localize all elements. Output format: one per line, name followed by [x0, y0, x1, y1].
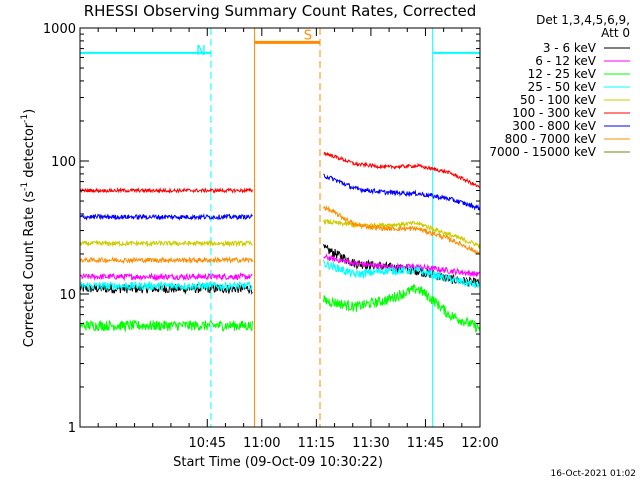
legend-label: 12 - 25 keV	[528, 67, 597, 81]
legend-header-line-2: Att 0	[601, 26, 630, 40]
series-line-before	[79, 256, 253, 265]
series-line-before	[79, 187, 253, 194]
legend-label: 25 - 50 keV	[528, 80, 597, 94]
x-axis-label: Start Time (09-Oct-09 10:30:22)	[173, 455, 383, 470]
series-line-before	[79, 239, 253, 248]
y-tick-label: 1000	[43, 22, 76, 37]
y-axis-label: Corrected Count Rate (s-1 detector-1)	[20, 109, 37, 347]
series-line-before	[79, 280, 253, 292]
series-line-before	[79, 213, 253, 221]
footer-timestamp: 16-Oct-2021 01:02	[551, 469, 636, 479]
legend-label: 7000 - 15000 keV	[489, 145, 596, 159]
series-line-after	[323, 205, 480, 255]
flag-label: N	[196, 44, 206, 59]
series-line-before	[79, 319, 253, 333]
series-line-after	[323, 283, 481, 333]
legend-label: 100 - 300 keV	[512, 106, 596, 120]
chart-title: RHESSI Observing Summary Count Rates, Co…	[84, 2, 477, 20]
legend-label: 800 - 7000 keV	[505, 132, 597, 146]
y-tick-label: 100	[51, 155, 76, 170]
series-line-before	[79, 272, 253, 282]
x-tick-label: 10:45	[189, 436, 226, 451]
x-tick-label: 12:00	[461, 436, 498, 451]
series-line-after	[323, 259, 481, 289]
x-tick-label: 11:30	[352, 436, 389, 451]
legend-label: 6 - 12 keV	[535, 54, 597, 68]
x-axis: 10:45 11:00 11:15 11:30 11:45 12:00	[79, 28, 499, 451]
legend-header-line-1: Det 1,3,4,5,6,9,	[536, 13, 630, 27]
y-tick-label: 10	[59, 288, 76, 303]
flag-label: S	[304, 28, 312, 43]
y-axis: 1 10 100 1000	[43, 22, 480, 436]
legend-label: 50 - 100 keV	[520, 93, 597, 107]
legend-label: 300 - 800 keV	[512, 119, 596, 133]
series-line-after	[323, 173, 481, 211]
legend-label: 3 - 6 keV	[543, 41, 597, 55]
x-tick-label: 11:45	[407, 436, 444, 451]
plot-area: NS	[79, 28, 481, 427]
series-line-after	[323, 151, 480, 188]
x-tick-label: 11:00	[243, 436, 280, 451]
x-tick-label: 11:15	[298, 436, 335, 451]
plot-frame	[79, 27, 481, 428]
y-tick-label: 1	[68, 421, 76, 436]
